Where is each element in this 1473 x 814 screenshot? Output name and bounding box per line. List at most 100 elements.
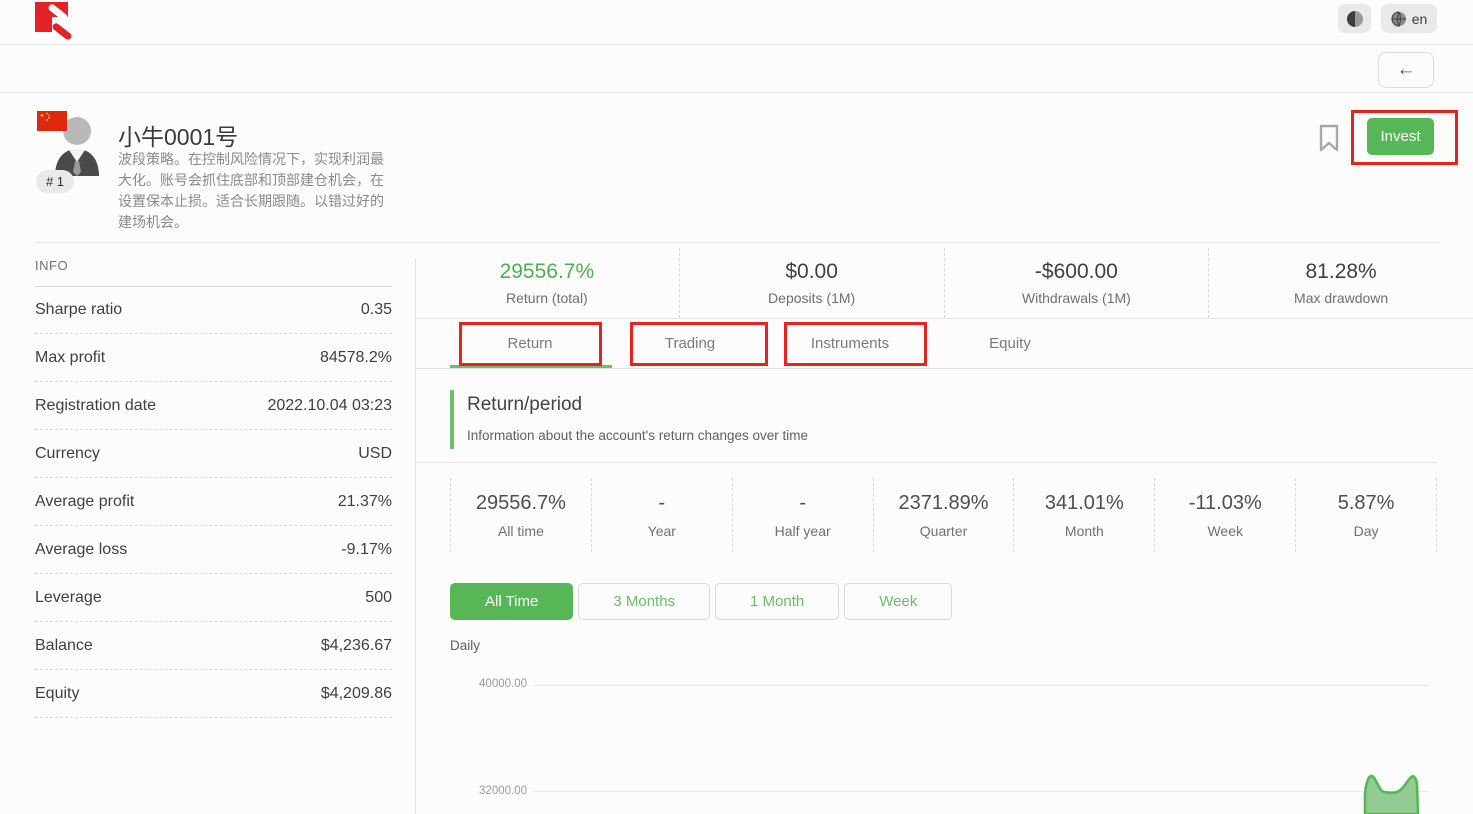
range-filter: All Time 3 Months 1 Month Week bbox=[450, 583, 953, 620]
sub-bar bbox=[0, 45, 1473, 93]
info-row-equity: Equity $4,209.86 bbox=[35, 670, 392, 718]
info-value: 21.37% bbox=[337, 492, 392, 510]
stat-label: Deposits (1M) bbox=[768, 290, 856, 306]
chart-frequency-label: Daily bbox=[450, 638, 481, 653]
info-value: USD bbox=[358, 444, 392, 462]
info-row-registration-date: Registration date 2022.10.04 03:23 bbox=[35, 382, 392, 430]
range-week-button[interactable]: Week bbox=[844, 583, 953, 620]
globe-icon bbox=[1391, 10, 1406, 27]
stat-value: $0.00 bbox=[785, 260, 838, 283]
invest-button[interactable]: Invest bbox=[1367, 118, 1434, 155]
info-value: 2022.10.04 03:23 bbox=[267, 396, 392, 414]
stat-value: -$600.00 bbox=[1034, 260, 1118, 283]
equity-curve-peak bbox=[1363, 774, 1420, 814]
period-stats: 29556.7% All time - Year - Half year 237… bbox=[450, 478, 1437, 552]
return-period-section-header: Return/period Information about the acco… bbox=[450, 390, 1150, 449]
back-arrow-icon: ← bbox=[1396, 59, 1416, 80]
top-bar: en bbox=[0, 0, 1473, 45]
period-label: Week bbox=[1207, 522, 1243, 539]
period-value: - bbox=[658, 491, 666, 514]
stat-value: 81.28% bbox=[1305, 260, 1377, 283]
period-value: -11.03% bbox=[1188, 491, 1262, 514]
info-label: Registration date bbox=[35, 396, 156, 414]
trader-description: 波段策略。在控制风险情况下，实现利润最大化。账号会抓住底部和顶部建仓机会，在设置… bbox=[118, 151, 384, 230]
info-panel: Sharpe ratio 0.35 Max profit 84578.2% Re… bbox=[35, 286, 392, 718]
period-day: 5.87% Day bbox=[1295, 478, 1436, 552]
info-row-max-profit: Max profit 84578.2% bbox=[35, 334, 392, 382]
info-row-average-profit: Average profit 21.37% bbox=[35, 478, 392, 526]
period-year: - Year bbox=[590, 478, 732, 552]
info-value: -9.17% bbox=[341, 540, 392, 558]
period-value: - bbox=[799, 491, 806, 514]
stat-label: Max drawdown bbox=[1294, 290, 1389, 306]
gridline-40000 bbox=[533, 685, 1428, 686]
section-divider bbox=[415, 462, 1437, 463]
info-panel-title: INFO bbox=[35, 258, 69, 273]
info-value: 0.35 bbox=[360, 301, 392, 318]
stat-return-total: 29556.7% Return (total) bbox=[415, 248, 679, 318]
theme-toggle-icon bbox=[1346, 10, 1363, 27]
theme-toggle-button[interactable] bbox=[1338, 4, 1371, 33]
info-label: Equity bbox=[35, 684, 80, 702]
stat-withdrawals: -$600.00 Withdrawals (1M) bbox=[943, 248, 1209, 318]
bookmark-icon[interactable] bbox=[1318, 124, 1340, 152]
range-3-months-button[interactable]: 3 Months bbox=[578, 583, 711, 620]
profile-divider bbox=[35, 242, 1440, 243]
period-label: Day bbox=[1353, 522, 1379, 539]
language-label: en bbox=[1411, 10, 1428, 27]
info-row-balance: Balance $4,236.67 bbox=[35, 622, 392, 670]
info-label: Balance bbox=[35, 636, 93, 654]
tabs-divider bbox=[415, 368, 1473, 369]
info-value: 500 bbox=[365, 588, 392, 606]
period-value: 29556.7% bbox=[475, 491, 566, 514]
back-button[interactable]: ← bbox=[1378, 52, 1434, 88]
language-button[interactable]: en bbox=[1381, 4, 1437, 33]
period-value: 2371.89% bbox=[898, 491, 989, 514]
stats-divider bbox=[415, 318, 1473, 319]
panel-divider bbox=[415, 259, 416, 814]
stat-deposits: $0.00 Deposits (1M) bbox=[678, 248, 944, 318]
period-label: All time bbox=[497, 522, 544, 539]
y-tick-40000: 40000.00 bbox=[479, 678, 527, 690]
info-label: Average loss bbox=[35, 540, 128, 558]
tab-equity[interactable]: Equity bbox=[989, 334, 1031, 352]
y-tick-32000: 32000.00 bbox=[479, 785, 527, 797]
info-label: Leverage bbox=[35, 588, 102, 606]
period-label: Half year bbox=[774, 522, 831, 539]
section-subtitle: Information about the account's return c… bbox=[467, 428, 809, 443]
range-1-month-button[interactable]: 1 Month bbox=[715, 583, 840, 620]
info-label: Currency bbox=[35, 444, 100, 462]
info-row-leverage: Leverage 500 bbox=[35, 574, 392, 622]
stat-value: 29556.7% bbox=[499, 260, 595, 283]
info-row-currency: Currency USD bbox=[35, 430, 392, 478]
info-label: Sharpe ratio bbox=[35, 301, 123, 318]
tab-bar: Return Trading Instruments Equity bbox=[450, 318, 1090, 368]
period-half-year: - Half year bbox=[731, 478, 873, 552]
period-label: Quarter bbox=[919, 522, 968, 539]
stat-max-drawdown: 81.28% Max drawdown bbox=[1208, 248, 1473, 318]
tab-trading[interactable]: Trading bbox=[664, 334, 716, 352]
rank-badge: # 1 bbox=[36, 170, 74, 193]
avatar bbox=[55, 117, 99, 176]
range-all-time-button[interactable]: All Time bbox=[450, 583, 574, 620]
section-title: Return/period bbox=[467, 394, 583, 415]
period-label: Year bbox=[647, 522, 676, 539]
info-row-sharpe-ratio: Sharpe ratio 0.35 bbox=[35, 286, 392, 334]
period-quarter: 2371.89% Quarter bbox=[872, 478, 1014, 552]
gridline-32000 bbox=[533, 791, 1428, 792]
period-all-time: 29556.7% All time bbox=[450, 478, 591, 552]
period-label: Month bbox=[1064, 522, 1104, 539]
info-value: $4,236.67 bbox=[320, 636, 392, 654]
stat-label: Return (total) bbox=[506, 290, 588, 306]
period-value: 341.01% bbox=[1044, 491, 1124, 514]
tab-return[interactable]: Return bbox=[450, 318, 612, 368]
info-value: 84578.2% bbox=[319, 348, 392, 366]
period-month: 341.01% Month bbox=[1013, 478, 1154, 552]
summary-stats: 29556.7% Return (total) $0.00 Deposits (… bbox=[415, 248, 1473, 318]
tab-instruments[interactable]: Instruments bbox=[810, 334, 890, 352]
stat-label: Withdrawals (1M) bbox=[1021, 290, 1131, 306]
brand-logo-icon[interactable] bbox=[35, 2, 73, 44]
info-value: $4,209.86 bbox=[320, 684, 392, 702]
info-label: Average profit bbox=[35, 492, 135, 510]
info-label: Max profit bbox=[35, 348, 106, 366]
